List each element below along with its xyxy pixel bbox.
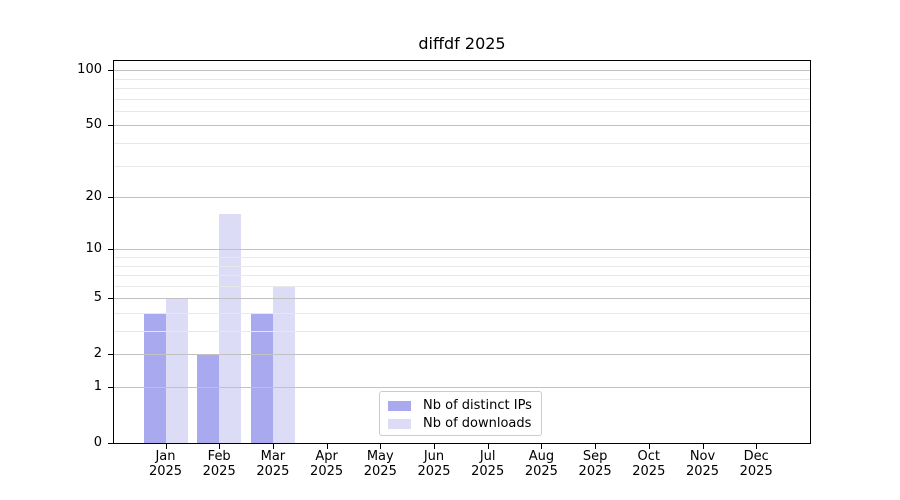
bar-nb-of-downloads-jan xyxy=(165,298,188,443)
x-tick xyxy=(487,444,489,449)
x-tick xyxy=(219,444,221,449)
y-gridline-major xyxy=(114,70,810,72)
x-tick xyxy=(595,444,597,449)
x-tick xyxy=(541,444,543,449)
y-tick-label: 5 xyxy=(93,290,102,306)
x-tick-label: Aug 2025 xyxy=(524,449,558,479)
bar-nb-of-distinct-ips-feb xyxy=(197,354,220,443)
y-tick xyxy=(108,124,113,126)
x-tick-label: Sep 2025 xyxy=(578,449,612,479)
y-tick-label: 10 xyxy=(85,241,102,257)
y-gridline-minor xyxy=(114,110,810,112)
x-tick xyxy=(648,444,650,449)
x-tick-label: Jan 2025 xyxy=(148,449,183,479)
x-tick-label: Oct 2025 xyxy=(632,449,666,479)
legend-item-downloads: Nb of downloads xyxy=(388,415,535,433)
y-gridline-minor xyxy=(114,78,810,80)
y-tick xyxy=(108,248,113,250)
x-tick xyxy=(434,444,435,449)
x-tick xyxy=(272,444,274,449)
chart-title: diffdf 2025 xyxy=(418,34,506,53)
bar-nb-of-distinct-ips-mar xyxy=(250,312,273,443)
y-gridline-major xyxy=(114,125,810,127)
y-gridline-minor xyxy=(114,165,810,167)
x-tick-label: Nov 2025 xyxy=(685,449,720,479)
bar-nb-of-distinct-ips-jan xyxy=(143,312,166,443)
x-tick-label: May 2025 xyxy=(363,449,397,479)
y-tick-label: 50 xyxy=(85,117,102,133)
x-tick xyxy=(165,444,167,449)
x-tick-label: Apr 2025 xyxy=(310,449,344,479)
bar-nb-of-downloads-mar xyxy=(272,285,295,443)
legend-label-distinct-ips: Nb of distinct IPs xyxy=(423,398,532,413)
x-tick-label: Feb 2025 xyxy=(202,449,236,479)
y-tick xyxy=(108,386,113,388)
y-tick xyxy=(108,196,113,198)
x-tick xyxy=(326,444,328,449)
y-gridline-minor xyxy=(114,142,810,144)
bar-nb-of-downloads-feb xyxy=(219,214,242,443)
y-tick xyxy=(108,442,113,444)
legend-label-downloads: Nb of downloads xyxy=(423,416,532,431)
legend-swatch-downloads-icon xyxy=(388,419,411,429)
legend-swatch-distinct-ips-icon xyxy=(388,401,411,411)
legend-item-distinct-ips: Nb of distinct IPs xyxy=(388,397,535,415)
y-gridline-minor xyxy=(114,87,810,89)
y-tick-label: 1 xyxy=(93,379,102,394)
y-gridline-major xyxy=(114,197,810,198)
y-tick xyxy=(108,353,113,355)
legend: Nb of distinct IPs Nb of downloads xyxy=(379,391,542,436)
x-tick-label: Dec 2025 xyxy=(739,449,773,479)
y-tick xyxy=(108,69,113,71)
y-gridline-minor xyxy=(114,98,810,100)
x-tick xyxy=(702,444,704,449)
plot-area xyxy=(113,60,811,444)
y-tick-label: 20 xyxy=(85,189,102,204)
y-tick-label: 0 xyxy=(93,435,102,450)
y-tick-label: 100 xyxy=(77,62,102,78)
x-tick xyxy=(380,444,382,449)
y-tick-label: 2 xyxy=(93,346,102,362)
y-tick xyxy=(108,297,113,299)
x-tick-label: Jun 2025 xyxy=(417,449,451,479)
x-tick xyxy=(756,444,758,449)
x-tick-label: Mar 2025 xyxy=(256,449,290,479)
x-tick-label: Jul 2025 xyxy=(471,449,505,479)
